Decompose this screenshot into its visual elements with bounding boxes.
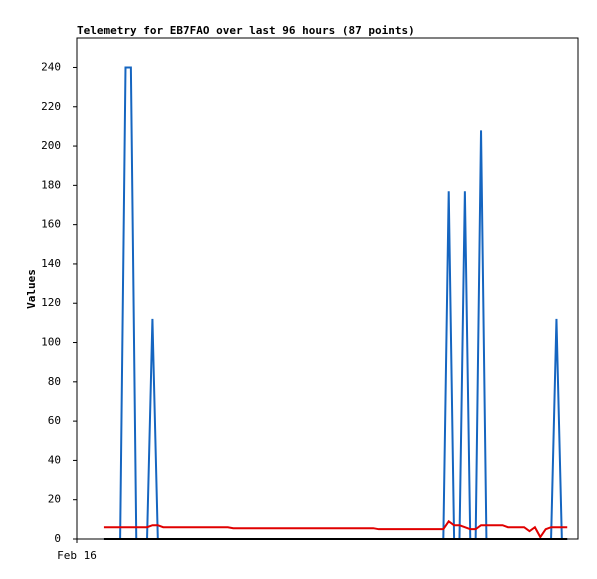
y-tick-label: 60 [48,414,61,427]
series-line [103,519,568,539]
y-tick-label: 180 [41,178,61,191]
y-tick-label: 240 [41,60,61,73]
series-line [103,66,568,540]
y-axis-label: Values [25,269,38,309]
y-tick-label: 100 [41,336,61,349]
x-tick-label: Feb 16 [57,549,97,562]
y-tick-label: 40 [48,453,61,466]
y-tick-label: 220 [41,100,61,113]
plot-frame [76,37,579,540]
y-tick-label: 0 [54,532,61,545]
chart-title: Telemetry for EB7FAO over last 96 hours … [77,24,415,37]
y-tick-label: 80 [48,375,61,388]
y-tick-label: 120 [41,296,61,309]
y-tick-label: 20 [48,493,61,506]
y-tick-label: 160 [41,218,61,231]
y-tick-label: 200 [41,139,61,152]
y-tick-label: 140 [41,257,61,270]
